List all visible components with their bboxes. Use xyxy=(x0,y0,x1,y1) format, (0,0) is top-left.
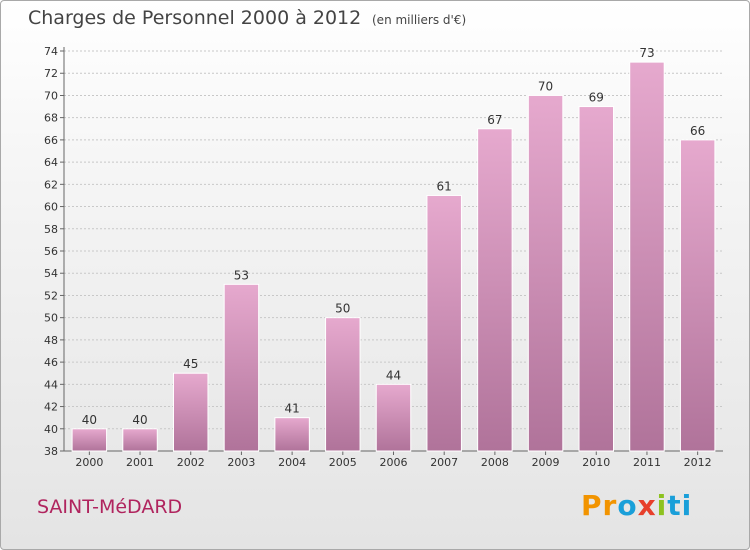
data-label: 50 xyxy=(335,302,350,316)
chart-title: Charges de Personnel 2000 à 2012 xyxy=(28,7,362,29)
y-tick-label: 60 xyxy=(44,201,58,214)
x-tick-label: 2008 xyxy=(481,456,509,469)
bar xyxy=(477,128,513,452)
y-tick-label: 56 xyxy=(44,245,58,258)
y-tick-label: 72 xyxy=(44,67,58,80)
bar xyxy=(71,428,108,452)
bar xyxy=(527,94,564,452)
logo-part: Pr xyxy=(581,489,618,522)
x-tick-label: 2002 xyxy=(177,456,205,469)
y-tick-label: 64 xyxy=(44,156,58,169)
x-tick-label: 2010 xyxy=(582,456,610,469)
y-tick-label: 50 xyxy=(44,312,58,325)
y-tick-label: 58 xyxy=(44,223,58,236)
logo-part: o xyxy=(617,489,638,522)
y-tick-label: 66 xyxy=(44,134,58,147)
bar xyxy=(629,61,665,452)
proxiti-logo: Proxiti xyxy=(581,489,692,522)
logo-part: ti xyxy=(667,489,693,522)
bars xyxy=(71,61,716,452)
y-tick-label: 38 xyxy=(44,445,58,458)
y-tick-label: 74 xyxy=(44,45,58,58)
data-label: 45 xyxy=(183,357,198,371)
chart-subtitle: (en milliers d'€) xyxy=(372,13,467,27)
data-label: 69 xyxy=(589,91,604,105)
commune-name: SAINT-MéDARD xyxy=(37,496,183,518)
bar xyxy=(274,417,310,452)
x-tick-label: 2011 xyxy=(633,456,661,469)
bar xyxy=(223,283,260,452)
x-tick-label: 2001 xyxy=(126,456,154,469)
x-tick-label: 2012 xyxy=(684,456,712,469)
y-tick-label: 54 xyxy=(44,267,58,280)
data-label: 61 xyxy=(437,179,452,193)
data-label: 41 xyxy=(284,402,299,416)
y-tick-label: 48 xyxy=(44,334,58,347)
y-tick-label: 42 xyxy=(44,401,58,414)
x-tick-label: 2009 xyxy=(532,456,560,469)
y-tick-label: 46 xyxy=(44,356,58,369)
data-label: 40 xyxy=(132,413,147,427)
bar xyxy=(426,194,462,452)
bar xyxy=(325,317,361,452)
y-tick-label: 52 xyxy=(44,289,58,302)
data-labels: 40 40 45 53 41 50 44 61 67 70 69 73 66 xyxy=(82,46,706,427)
bar xyxy=(122,428,158,452)
data-label: 73 xyxy=(639,46,654,60)
x-tick-label: 2005 xyxy=(329,456,357,469)
x-tick-label: 2007 xyxy=(430,456,458,469)
data-label: 40 xyxy=(82,413,97,427)
bar xyxy=(172,372,209,452)
bar xyxy=(578,106,615,452)
data-label: 70 xyxy=(538,79,553,93)
data-label: 53 xyxy=(234,268,249,282)
data-label: 66 xyxy=(690,124,705,138)
y-tick-label: 68 xyxy=(44,112,58,125)
x-tick-label: 2004 xyxy=(278,456,306,469)
y-tick-label: 70 xyxy=(44,89,58,102)
x-tick-label: 2006 xyxy=(380,456,408,469)
axes: 38 40 42 44 46 48 50 52 54 56 58 60 62 64 66 68 70 72 74 20… xyxy=(44,45,723,469)
logo-part: i xyxy=(656,489,668,522)
bar xyxy=(375,383,412,452)
y-tick-label: 44 xyxy=(44,378,58,391)
data-label: 44 xyxy=(386,368,401,382)
y-tick-label: 62 xyxy=(44,178,58,191)
y-tick-label: 40 xyxy=(44,423,58,436)
data-label: 67 xyxy=(487,113,502,127)
x-tick-label: 2000 xyxy=(75,456,103,469)
logo-part: x xyxy=(637,489,657,522)
x-tick-label: 2003 xyxy=(227,456,255,469)
bar xyxy=(679,139,716,452)
